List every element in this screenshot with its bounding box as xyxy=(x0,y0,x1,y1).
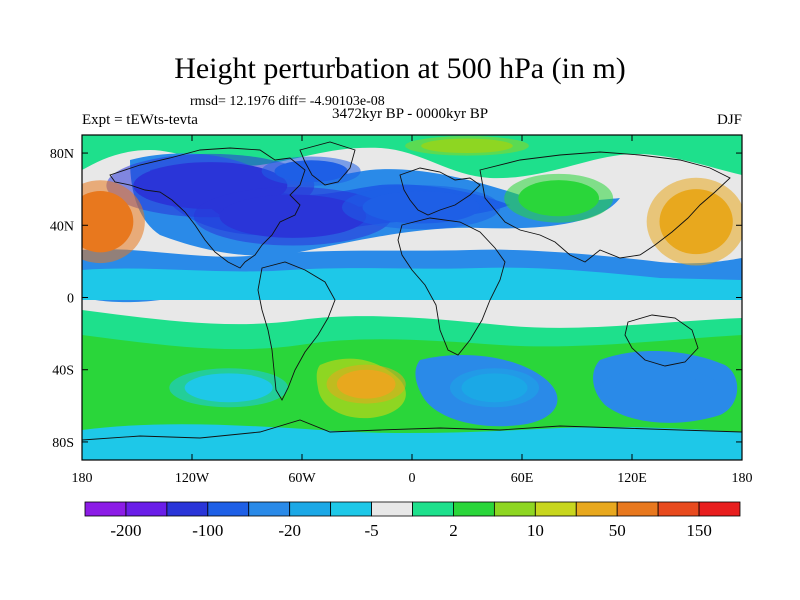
colorbar-swatch-5 xyxy=(289,501,332,517)
season-label: DJF xyxy=(716,112,742,128)
y-tick-label-2: 0 xyxy=(67,292,74,307)
y-tick-label-0: 80N xyxy=(50,147,74,162)
south-america-coast xyxy=(257,261,336,401)
colorbar-label-6: 50 xyxy=(609,521,626,540)
colorbar-swatch-13 xyxy=(616,501,659,517)
map-plot xyxy=(82,135,742,460)
y-tick-label-4: 80S xyxy=(52,436,74,451)
colorbar-swatch-9 xyxy=(453,501,495,517)
field-core-south-pacific-low xyxy=(184,373,273,403)
x-tick-label-6: 180 xyxy=(732,471,753,486)
x-tick-label-3: 0 xyxy=(409,471,416,486)
experiment-label: Expt = tEWts-tevta xyxy=(82,112,198,128)
colorbar-label-3: -5 xyxy=(364,521,378,540)
x-tick-label-4: 60E xyxy=(511,471,534,486)
colorbar-swatch-11 xyxy=(534,501,577,517)
europe-coast xyxy=(399,167,481,216)
australia-coast xyxy=(624,314,699,367)
greenland-coast xyxy=(299,141,356,186)
colorbar-swatch-10 xyxy=(493,501,536,517)
colorbar-label-0: -200 xyxy=(110,521,141,540)
field-core-europe-trough xyxy=(362,190,480,224)
colorbar-label-5: 10 xyxy=(527,521,544,540)
stats-line: rmsd= 12.1976 diff= -4.90103e-08 xyxy=(190,94,385,109)
field-core-indian-ocean-low xyxy=(461,373,528,403)
x-tick-label-0: 180 xyxy=(72,471,93,486)
chart-title: Height perturbation at 500 hPa (in m) xyxy=(174,52,626,85)
colorbar-label-2: -20 xyxy=(278,521,301,540)
y-tick-label-1: 40N xyxy=(50,219,74,234)
axes: 180 120W 60W 0 60E 120E 180 80N 40N 0 40S 80S xyxy=(50,135,753,486)
colorbar: -200 -100 -20 -5 2 10 50 150 xyxy=(84,501,741,540)
coastlines xyxy=(82,141,742,441)
colorbar-swatch-14 xyxy=(657,501,700,517)
colorbar-swatch-1 xyxy=(125,501,168,517)
colorbar-swatch-8 xyxy=(412,501,454,517)
period-label: 3472kyr BP - 0000kyr BP xyxy=(331,106,489,122)
field-core-siberia-ridge xyxy=(518,180,600,217)
asia-coast xyxy=(479,151,731,263)
colorbar-label-7: 150 xyxy=(686,521,712,540)
colorbar-swatch-6 xyxy=(330,501,372,517)
x-tick-label-2: 60W xyxy=(288,471,316,486)
arctic-green-band xyxy=(82,135,742,179)
southern-light-green xyxy=(82,310,742,350)
colorbar-swatch-7 xyxy=(371,501,413,517)
colorbar-swatch-15 xyxy=(698,501,741,517)
field-cores xyxy=(82,136,742,408)
antarctica-coast xyxy=(82,419,742,441)
colorbar-swatch-2 xyxy=(166,501,209,517)
africa-coast xyxy=(397,217,506,356)
field-core-australia-low xyxy=(615,373,704,403)
colorbar-label-1: -100 xyxy=(192,521,223,540)
field-core-greenland-trough xyxy=(274,160,348,182)
colorbar-swatch-3 xyxy=(207,501,250,517)
north-america-coast xyxy=(109,147,306,269)
colorbar-swatch-4 xyxy=(248,501,291,517)
colorbar-swatch-0 xyxy=(84,501,127,517)
field-core-north-pacific-ridge xyxy=(82,190,134,253)
southern-green-band xyxy=(82,320,742,437)
x-tick-label-1: 120W xyxy=(175,471,210,486)
tropical-light-blue xyxy=(82,267,742,300)
field-core-south-atlantic-high xyxy=(336,369,396,399)
field-core-arctic-ridge xyxy=(421,138,513,154)
field-core-west-pacific-ridge xyxy=(659,189,733,255)
colorbar-swatch-12 xyxy=(575,501,618,517)
y-tick-label-3: 40S xyxy=(52,364,74,379)
colorbar-label-4: 2 xyxy=(449,521,458,540)
x-tick-label-5: 120E xyxy=(617,471,647,486)
